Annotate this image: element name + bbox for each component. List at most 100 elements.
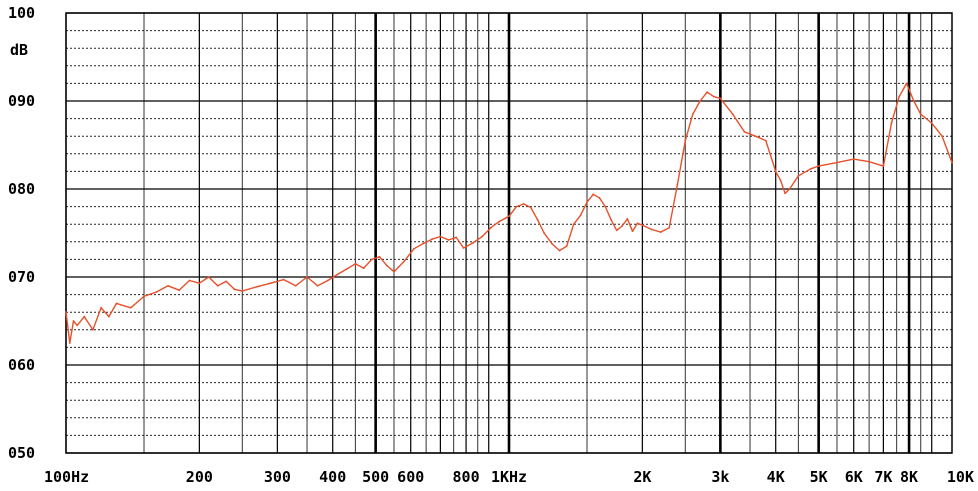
data-point <box>100 306 102 309</box>
data-point <box>515 205 518 208</box>
data-point <box>774 170 777 173</box>
data-point <box>386 264 388 267</box>
data-point <box>108 315 110 318</box>
data-point <box>72 320 75 322</box>
data-point <box>422 242 424 245</box>
x-tick-label: 8K <box>900 468 918 486</box>
data-point <box>490 226 492 229</box>
data-point <box>354 262 357 265</box>
data-point <box>598 196 601 199</box>
data-point <box>551 242 553 245</box>
data-point <box>65 311 67 314</box>
x-tick-label: 400 <box>319 468 346 486</box>
data-point <box>712 95 715 98</box>
data-point <box>282 278 285 281</box>
data-point <box>852 158 855 161</box>
data-point <box>462 247 465 249</box>
data-point <box>536 218 539 221</box>
data-point <box>626 218 629 220</box>
x-tick-label: 3k <box>711 468 729 486</box>
data-point <box>508 215 510 218</box>
data-point <box>326 279 329 282</box>
data-point <box>930 122 933 124</box>
data-point <box>676 183 679 186</box>
plot-frame <box>65 12 953 454</box>
data-point <box>439 235 442 238</box>
data-point <box>615 229 618 232</box>
data-point <box>306 276 308 278</box>
x-tick-label: 500 <box>362 468 389 486</box>
y-axis-labels: 100 090 080 070 060 050 <box>8 4 35 462</box>
data-point <box>731 113 734 116</box>
minor-gridlines <box>66 13 952 453</box>
data-point <box>481 235 484 238</box>
y-tick-label: 090 <box>8 92 35 110</box>
data-point <box>370 258 373 261</box>
data-point <box>898 95 901 98</box>
x-tick-label: 2K <box>633 468 651 486</box>
data-point <box>586 201 588 204</box>
data-point <box>631 230 634 233</box>
data-point <box>691 113 694 116</box>
data-point <box>919 113 922 116</box>
y-tick-label: 050 <box>8 444 35 462</box>
data-point <box>269 282 272 285</box>
data-point <box>336 273 339 276</box>
data-point <box>378 255 381 258</box>
data-point <box>178 289 181 292</box>
data-point <box>817 165 820 168</box>
x-tick-label: 200 <box>186 468 213 486</box>
data-point <box>882 165 885 168</box>
data-point <box>592 193 595 196</box>
data-point <box>68 342 71 344</box>
data-point <box>912 100 915 102</box>
data-point <box>650 228 653 231</box>
data-point <box>413 247 415 250</box>
x-tick-label: 5K <box>810 468 828 486</box>
data-point <box>788 188 791 190</box>
x-tick-label: 6K <box>845 468 863 486</box>
data-point <box>941 135 943 138</box>
data-point <box>572 223 575 226</box>
data-point <box>233 288 236 291</box>
data-point <box>797 174 800 177</box>
data-point <box>431 238 433 241</box>
data-point <box>393 270 395 273</box>
data-point <box>155 291 158 293</box>
x-tick-label: 100Hz <box>44 468 89 486</box>
data-point <box>558 249 561 252</box>
data-point <box>241 290 244 292</box>
data-point <box>809 167 812 170</box>
x-tick-label: 4K <box>767 468 785 486</box>
data-point <box>92 328 94 331</box>
data-point <box>905 82 908 85</box>
x-tick-label: 7K <box>874 468 892 486</box>
x-tick-label: 1KHz <box>491 468 527 486</box>
data-point <box>455 236 458 239</box>
data-point <box>543 232 545 234</box>
data-point <box>836 161 838 164</box>
y-tick-label: 070 <box>8 268 35 286</box>
data-point <box>316 284 319 287</box>
data-point <box>641 224 644 227</box>
data-point <box>779 179 782 182</box>
data-point <box>115 302 118 305</box>
data-point <box>76 324 79 327</box>
data-point <box>743 130 746 133</box>
data-point <box>659 231 662 234</box>
data-point <box>207 276 210 278</box>
data-point <box>188 279 191 282</box>
data-point <box>294 284 297 287</box>
data-point <box>225 280 228 283</box>
data-point <box>256 285 258 288</box>
data-point <box>447 239 450 241</box>
data-point <box>498 220 500 223</box>
data-point <box>362 267 365 270</box>
x-axis-labels: 100Hz 200 300 400 500 600 800 1KHz 2K 3k 4K 5K 6K 7K 8… <box>44 468 974 486</box>
data-point <box>684 139 687 142</box>
data-point <box>83 315 86 318</box>
data-point <box>472 241 475 244</box>
data-point <box>403 260 406 263</box>
data-point <box>529 206 532 209</box>
